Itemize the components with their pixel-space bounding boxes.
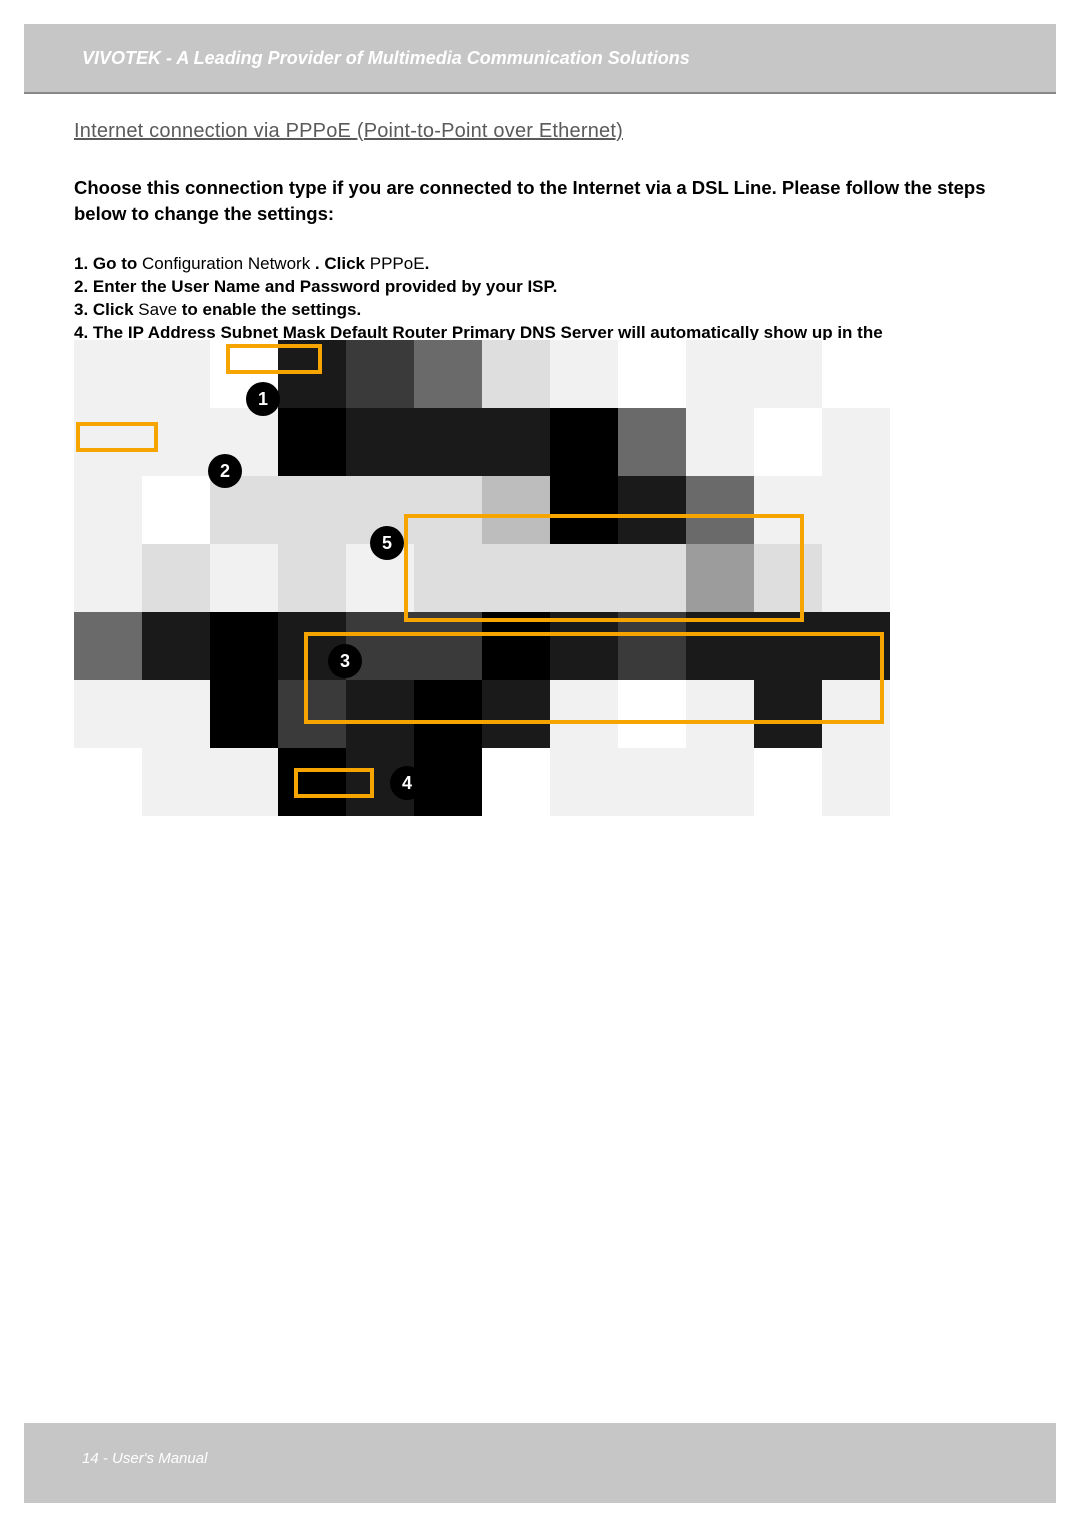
step-2-text: 2. Enter the User Name and Password prov… <box>74 277 557 296</box>
step-1-e: . <box>425 254 430 273</box>
diagram-cell <box>74 612 142 680</box>
diagram-cell <box>74 680 142 748</box>
callout-number: 3 <box>328 644 362 678</box>
diagram-cell <box>618 408 686 476</box>
diagram-cell <box>74 340 142 408</box>
diagram-cell <box>278 408 346 476</box>
diagram-cell <box>482 748 550 816</box>
callout-box <box>294 768 374 798</box>
step-3-b: Save <box>134 300 182 319</box>
pixel-diagram: 1 2 5 3 4 <box>74 340 884 800</box>
diagram-cell <box>142 748 210 816</box>
diagram-cell <box>754 408 822 476</box>
callout-number: 5 <box>370 526 404 560</box>
diagram-cell <box>74 748 142 816</box>
diagram-cell <box>618 748 686 816</box>
content-area: Internet connection via PPPoE (Point-to-… <box>74 120 1006 367</box>
diagram-cell <box>754 340 822 408</box>
diagram-cell <box>414 748 482 816</box>
diagram-cell <box>618 340 686 408</box>
diagram-cell <box>550 340 618 408</box>
step-1-b: Configuration Network <box>137 254 315 273</box>
diagram-cell <box>822 340 890 408</box>
page-footer: 14 - User's Manual <box>82 1450 207 1467</box>
diagram-cell <box>346 408 414 476</box>
diagram-cell <box>686 340 754 408</box>
diagram-cell <box>74 476 142 544</box>
step-4-text: 4. The IP Address Subnet Mask Default Ro… <box>74 323 883 342</box>
diagram-cell <box>278 544 346 612</box>
diagram-cell <box>142 340 210 408</box>
callout-box <box>404 514 804 622</box>
callout-number: 2 <box>208 454 242 488</box>
diagram-cell <box>142 680 210 748</box>
diagram-cell <box>210 612 278 680</box>
step-1-a: 1. Go to <box>74 254 137 273</box>
page-header: VIVOTEK - A Leading Provider of Multimed… <box>24 24 1056 94</box>
diagram-cell <box>822 476 890 544</box>
diagram-cell <box>822 408 890 476</box>
step-3: 3. Click Save to enable the settings. <box>74 299 1006 322</box>
callout-number: 4 <box>390 766 424 800</box>
step-1-c: . Click <box>315 254 365 273</box>
step-1: 1. Go to Configuration Network . Click P… <box>74 253 1006 276</box>
diagram-cell <box>414 408 482 476</box>
diagram-cell <box>482 340 550 408</box>
diagram-cell <box>142 476 210 544</box>
diagram-cell <box>550 408 618 476</box>
header-brand-line: VIVOTEK - A Leading Provider of Multimed… <box>82 48 690 69</box>
step-1-d: PPPoE <box>365 254 425 273</box>
diagram-cell <box>210 680 278 748</box>
diagram-cell <box>210 748 278 816</box>
diagram-cell <box>210 544 278 612</box>
diagram-cell <box>414 340 482 408</box>
callout-number: 1 <box>246 382 280 416</box>
section-intro: Choose this connection type if you are c… <box>74 175 1006 227</box>
diagram-cell <box>686 748 754 816</box>
diagram-cell <box>278 476 346 544</box>
diagram-cell <box>822 544 890 612</box>
step-3-c: to enable the settings. <box>182 300 361 319</box>
diagram-cell <box>754 748 822 816</box>
callout-box <box>304 632 884 724</box>
diagram-cell <box>142 544 210 612</box>
diagram-cell <box>686 408 754 476</box>
step-3-a: 3. Click <box>74 300 134 319</box>
callout-box <box>226 344 322 374</box>
diagram-cell <box>346 340 414 408</box>
diagram-cell <box>482 408 550 476</box>
section-title: Internet connection via PPPoE (Point-to-… <box>74 120 1006 143</box>
diagram-cell <box>142 612 210 680</box>
diagram-cell <box>74 544 142 612</box>
step-2: 2. Enter the User Name and Password prov… <box>74 276 1006 299</box>
diagram-cell <box>822 748 890 816</box>
diagram-cell <box>550 748 618 816</box>
callout-box <box>76 422 158 452</box>
